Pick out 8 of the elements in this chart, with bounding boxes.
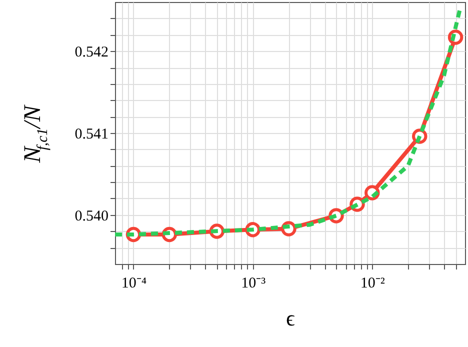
x-tick-label: 10⁻³ <box>241 276 266 292</box>
x-tick-label: 10⁻² <box>360 276 386 292</box>
y-tick-label: 0.542 <box>74 44 108 61</box>
x-axis-title: ϵ <box>286 306 296 330</box>
y-tick-label: 0.540 <box>74 208 108 224</box>
y-axis-title: Nf,c1/N <box>20 104 51 164</box>
x-tick-label: 10⁻⁴ <box>121 276 147 292</box>
y-tick-label: 0.541 <box>74 126 108 142</box>
